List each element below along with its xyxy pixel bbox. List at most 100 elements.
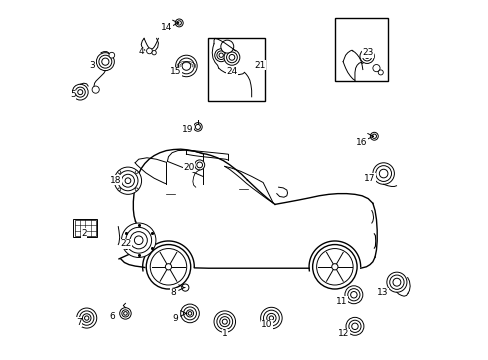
Circle shape [123,312,127,315]
Text: 21: 21 [253,61,264,70]
Text: 5: 5 [70,90,76,99]
Circle shape [182,284,188,291]
Circle shape [72,84,88,100]
Text: 17: 17 [364,174,375,183]
Circle shape [219,53,223,57]
Circle shape [372,64,379,72]
Circle shape [266,314,276,323]
Circle shape [359,49,373,63]
Circle shape [146,244,190,289]
Circle shape [175,55,197,77]
Circle shape [194,160,204,170]
Circle shape [118,171,138,191]
Circle shape [350,292,356,298]
Text: 1: 1 [222,329,227,338]
Circle shape [96,53,114,71]
Circle shape [183,307,196,320]
Circle shape [379,169,387,178]
Text: 23: 23 [362,48,373,57]
Circle shape [375,166,391,181]
Text: 4: 4 [138,47,144,56]
Circle shape [188,312,191,315]
Circle shape [121,223,156,257]
Text: 14: 14 [161,23,172,32]
Circle shape [146,48,152,54]
Text: 19: 19 [182,125,193,134]
Text: 3: 3 [89,62,95,71]
Circle shape [344,286,362,304]
Circle shape [178,58,194,74]
Circle shape [224,49,239,65]
Circle shape [77,308,97,328]
Circle shape [122,310,129,317]
Circle shape [348,320,360,332]
Circle shape [260,307,282,329]
Circle shape [217,51,225,59]
Circle shape [364,54,368,58]
Circle shape [378,70,383,75]
Circle shape [175,19,183,27]
Circle shape [92,86,99,93]
Circle shape [389,275,403,289]
Circle shape [130,231,147,249]
Circle shape [221,40,233,53]
Circle shape [226,52,237,63]
Circle shape [351,323,357,329]
Circle shape [214,49,227,62]
Circle shape [114,167,142,194]
Text: 18: 18 [110,176,122,185]
Text: 16: 16 [356,138,367,147]
Circle shape [312,244,356,289]
Circle shape [219,317,229,327]
Text: 20: 20 [183,163,194,172]
Circle shape [372,163,394,184]
Circle shape [371,134,376,138]
Text: 22: 22 [120,239,131,248]
Circle shape [177,21,181,25]
Circle shape [196,162,202,168]
Circle shape [82,314,91,322]
Bar [334,18,387,81]
Circle shape [347,289,359,301]
Text: 13: 13 [376,288,387,297]
Circle shape [125,227,151,253]
Circle shape [369,132,378,140]
Circle shape [152,50,156,55]
Circle shape [102,58,109,65]
Text: 12: 12 [337,329,348,338]
Text: 7: 7 [76,318,81,327]
Circle shape [125,178,131,184]
Circle shape [180,304,199,323]
Circle shape [228,54,234,60]
Bar [73,219,97,237]
Circle shape [217,314,232,329]
Circle shape [109,52,115,58]
Circle shape [362,51,371,61]
Circle shape [195,125,200,130]
Bar [207,39,264,101]
Circle shape [193,123,202,131]
Circle shape [120,308,131,319]
Circle shape [331,264,337,270]
Circle shape [84,316,89,320]
Text: 9: 9 [172,314,178,323]
Circle shape [269,316,273,320]
Circle shape [222,319,227,324]
Circle shape [121,174,134,187]
Text: 2: 2 [81,229,86,238]
Circle shape [75,87,85,97]
Circle shape [135,171,138,174]
Circle shape [165,264,171,270]
Text: 8: 8 [170,288,176,297]
Circle shape [135,188,138,191]
Circle shape [134,236,142,244]
Text: 6: 6 [109,312,115,321]
Circle shape [80,311,94,325]
Text: 10: 10 [261,320,272,329]
Text: 15: 15 [169,67,181,76]
Circle shape [182,62,190,70]
Circle shape [118,188,121,191]
Circle shape [386,272,406,292]
Circle shape [346,318,363,335]
Circle shape [263,310,279,326]
